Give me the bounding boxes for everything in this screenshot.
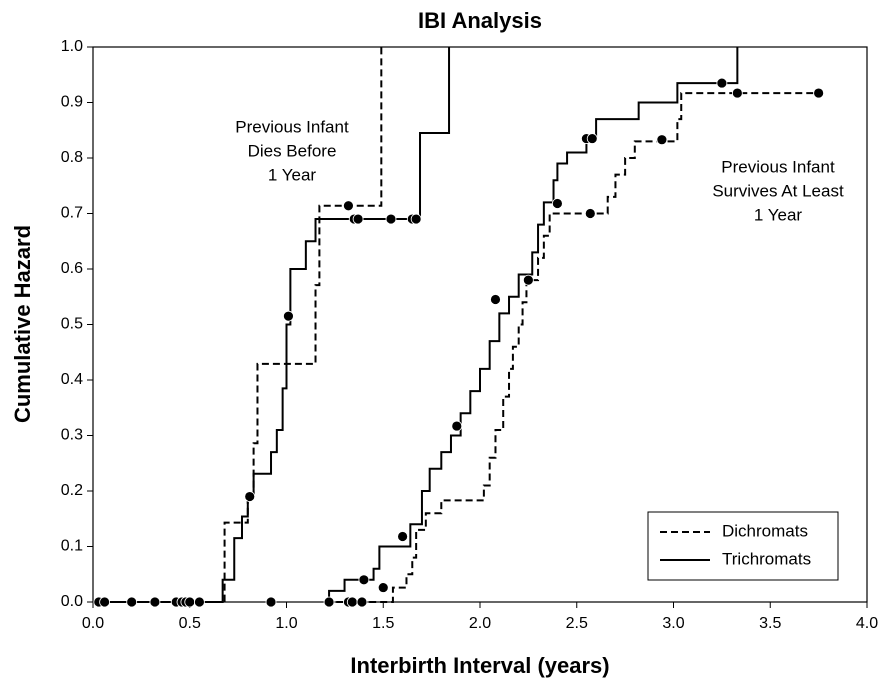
censor-dot <box>410 213 422 225</box>
censor-dot <box>356 596 368 608</box>
censor-dot <box>346 596 358 608</box>
censor-dot <box>385 213 397 225</box>
censor-dot <box>716 77 728 89</box>
censor-dot <box>552 198 563 209</box>
censor-dot <box>731 87 743 99</box>
censor-dot <box>451 420 463 432</box>
censor-dot <box>343 200 354 212</box>
censor-dot <box>522 274 534 286</box>
x-tick-label: 3.5 <box>759 615 781 632</box>
chart-title: IBI Analysis <box>418 8 542 33</box>
annotation: Dies Before <box>248 141 337 160</box>
censor-dot <box>358 574 370 586</box>
x-tick-label: 3.0 <box>662 615 684 632</box>
legend-box <box>647 511 839 581</box>
y-axis-label: Cumulative Hazard <box>10 225 35 423</box>
censor-dot <box>194 596 205 608</box>
censor-dot <box>244 491 256 502</box>
censor-dot <box>813 87 825 99</box>
x-tick-label: 0.0 <box>82 615 104 632</box>
annotation: Previous Infant <box>721 157 835 176</box>
annotation: Previous Infant <box>235 117 349 136</box>
censor-dot <box>377 582 389 593</box>
annotation: Survives At Least <box>712 181 844 200</box>
x-axis-label: Interbirth Interval (years) <box>350 653 609 678</box>
y-tick-label: 0.2 <box>61 482 83 499</box>
annotation: 1 Year <box>754 205 803 224</box>
censor-dot <box>283 310 294 322</box>
y-tick-label: 0.1 <box>61 538 83 555</box>
censor-dot <box>586 133 598 144</box>
x-tick-label: 2.5 <box>566 615 588 632</box>
step-line <box>93 47 739 603</box>
y-tick-label: 0.3 <box>61 427 83 444</box>
censor-dot <box>99 596 111 608</box>
censor-dot <box>397 531 409 542</box>
y-tick-label: 0.6 <box>61 260 83 277</box>
x-tick-label: 1.5 <box>372 615 394 632</box>
y-tick-label: 0.7 <box>61 205 83 222</box>
censor-dot <box>149 596 161 608</box>
censor-dot <box>184 596 196 608</box>
y-tick-label: 1.0 <box>61 38 83 55</box>
censor-dot <box>323 596 335 608</box>
y-tick-label: 0.0 <box>61 593 83 610</box>
y-tick-label: 0.4 <box>61 371 83 388</box>
censor-dot <box>656 134 668 146</box>
y-tick-label: 0.8 <box>61 149 83 166</box>
x-tick-label: 0.5 <box>179 615 201 632</box>
censor-dot <box>265 596 277 608</box>
y-tick-label: 0.5 <box>61 316 83 333</box>
censor-dot <box>352 213 364 225</box>
censor-dot <box>490 294 501 305</box>
y-tick-label: 0.9 <box>61 94 83 111</box>
legend-label: Trichromats <box>722 549 811 568</box>
x-tick-label: 4.0 <box>856 615 878 632</box>
annotation: 1 Year <box>268 165 317 184</box>
censor-dot <box>584 208 596 219</box>
step-line <box>93 47 819 603</box>
legend-label: Dichromats <box>722 521 808 540</box>
censor-dot <box>126 596 138 608</box>
x-tick-label: 2.0 <box>469 615 491 632</box>
x-tick-label: 1.0 <box>275 615 297 632</box>
